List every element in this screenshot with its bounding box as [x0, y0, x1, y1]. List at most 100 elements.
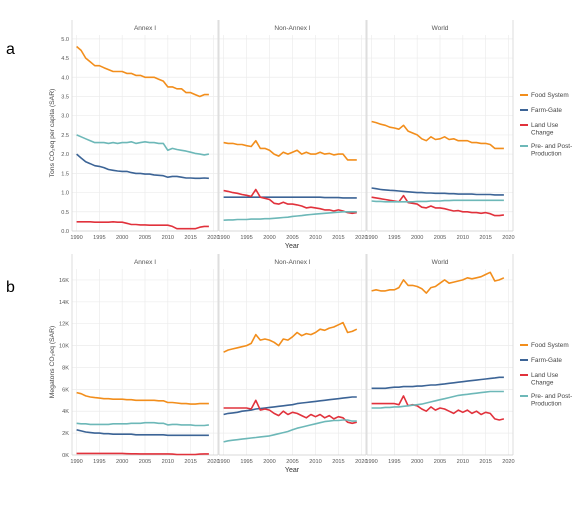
y-tick-label: 10K	[59, 344, 69, 350]
legend: Food System Farm-Gate Land Use Change Pre- a…	[520, 92, 572, 158]
x-tick-label: 1990	[365, 235, 377, 241]
y-tick-label: 3.5	[61, 94, 69, 100]
legend-label-line: Production	[531, 401, 562, 408]
y-tick-label: 16K	[59, 278, 69, 284]
series-line-pre-and-post-production	[76, 134, 210, 156]
y-tick-label: 3.0	[61, 114, 69, 120]
legend-label-line: Land Use	[531, 372, 559, 379]
y-tick-label: 0.0	[61, 229, 69, 235]
x-tick-label: 2020	[355, 235, 367, 241]
series-line-food-system	[371, 271, 505, 294]
series-line-pre-and-post-production	[76, 421, 210, 427]
facet-annex-i: Annex I 1990 1995 2000 2005 2010 2015 2020	[70, 254, 220, 465]
x-tick-label: 1990	[365, 459, 377, 465]
y-tick-label: 14K	[59, 300, 69, 306]
legend-label-line: Production	[531, 151, 562, 158]
series-line-pre-and-post-production	[371, 390, 504, 409]
x-tick-label: 2015	[479, 235, 491, 241]
legend-label-line: Change	[531, 380, 554, 387]
facet-title: World	[432, 259, 449, 266]
x-tick-label: 2000	[263, 459, 275, 465]
facet-strip	[72, 254, 218, 269]
legend-label-line: Food System	[531, 92, 569, 99]
x-tick-label: 1995	[93, 235, 105, 241]
panel-label: a	[6, 41, 15, 58]
legend-label: Pre- and Post-Production	[531, 143, 572, 158]
legend-label: Food System	[531, 342, 569, 349]
series-line-land-use-change	[371, 395, 505, 421]
series-line-land-use-change	[76, 452, 209, 456]
legend-label-line: Farm-Gate	[531, 107, 562, 114]
facet-strip	[219, 254, 366, 269]
x-tick-label: 2015	[332, 459, 344, 465]
facet-strip	[219, 20, 366, 35]
x-tick-label: 1995	[240, 235, 252, 241]
facet-non-annex-i: Non-Annex I 1990 1995 2000 2005 2010 2015 2020	[217, 254, 368, 465]
series-line-land-use-change	[223, 399, 357, 425]
x-tick-label: 2015	[332, 235, 344, 241]
y-tick-label: 1.0	[61, 191, 69, 197]
legend: Food System Farm-Gate Land Use Change Pre- a…	[520, 342, 572, 408]
x-tick-label: 2000	[116, 235, 128, 241]
x-tick-label: 2020	[355, 459, 367, 465]
x-tick-label: 1990	[217, 235, 229, 241]
facet-annex-i: Annex I 1990 1995 2000 2005 2010 2015 2020	[70, 20, 220, 241]
series-line-pre-and-post-production	[223, 211, 357, 221]
y-tick-label: 12K	[59, 322, 69, 328]
x-tick-label: 2010	[457, 459, 469, 465]
x-tick-label: 1995	[388, 459, 400, 465]
x-tick-label: 1990	[217, 459, 229, 465]
x-tick-label: 2005	[139, 235, 151, 241]
x-tick-label: 2005	[139, 459, 151, 465]
series-line-land-use-change	[76, 221, 209, 230]
x-tick-label: 2010	[309, 235, 321, 241]
x-tick-label: 2010	[457, 235, 469, 241]
facet-strip	[367, 20, 513, 35]
panel-label: b	[6, 279, 15, 296]
series-line-farm-gate	[371, 187, 504, 196]
y-tick-label: 2.0	[61, 152, 69, 158]
facet-strip	[72, 20, 218, 35]
y-axis-title: Megatons CO₂eq (SAR)	[49, 326, 56, 399]
legend-label: Pre- and Post-Production	[531, 393, 572, 408]
chart-b: b Annex I 1990 1995 2000 2005 2010 2015 2020 Non-…	[6, 254, 572, 474]
x-tick-label: 2005	[286, 235, 298, 241]
x-tick-label: 2000	[411, 235, 423, 241]
series-line-farm-gate	[76, 153, 209, 180]
legend-label: Farm-Gate	[531, 107, 562, 114]
x-tick-label: 2000	[411, 459, 423, 465]
facet-title: Annex I	[134, 25, 156, 32]
legend-label-line: Food System	[531, 342, 569, 349]
x-tick-label: 1995	[388, 235, 400, 241]
x-tick-label: 2020	[207, 459, 219, 465]
facet-world: World 1990 1995 2000 2005 2010 2015 2020	[365, 20, 515, 241]
x-tick-label: 2010	[162, 459, 174, 465]
x-tick-label: 2020	[502, 235, 514, 241]
x-tick-label: 1995	[240, 459, 252, 465]
legend-label: Land Use Change	[531, 122, 559, 137]
facet-title: Annex I	[134, 259, 156, 266]
x-tick-label: 1990	[70, 459, 82, 465]
x-tick-label: 2005	[434, 459, 446, 465]
x-tick-label: 2015	[184, 459, 196, 465]
y-tick-label: 4.0	[61, 75, 69, 81]
legend-label: Land Use Change	[531, 372, 559, 387]
series-line-farm-gate	[223, 396, 357, 416]
legend-label-line: Land Use	[531, 122, 559, 129]
facet-title: Non-Annex I	[274, 259, 310, 266]
y-tick-label: 0K	[62, 453, 69, 459]
x-tick-label: 2005	[434, 235, 446, 241]
y-tick-label: 8K	[62, 365, 69, 371]
series-line-farm-gate	[76, 429, 209, 437]
x-axis-title: Year	[285, 243, 300, 250]
x-tick-label: 2015	[184, 235, 196, 241]
y-tick-label: 2K	[62, 431, 69, 437]
series-line-food-system	[223, 139, 357, 161]
facet-title: World	[432, 25, 449, 32]
legend-label: Food System	[531, 92, 569, 99]
x-tick-label: 2000	[116, 459, 128, 465]
series-line-food-system	[223, 321, 358, 353]
facet-non-annex-i: Non-Annex I 1990 1995 2000 2005 2010 2015 2020	[217, 20, 368, 241]
